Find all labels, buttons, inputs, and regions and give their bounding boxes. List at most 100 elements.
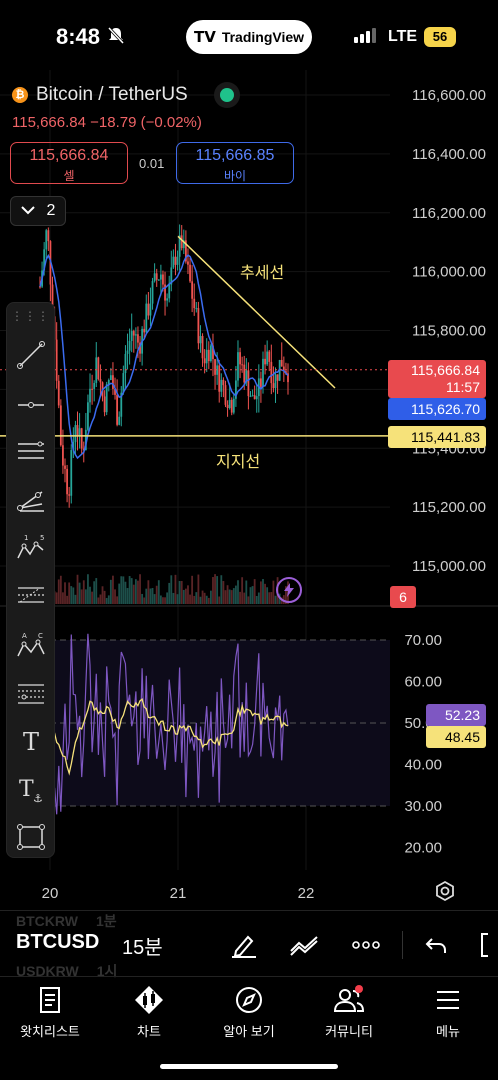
horizontal-line-tool[interactable] <box>11 385 51 425</box>
more-options-icon[interactable] <box>350 929 382 961</box>
tab-explore[interactable]: 알아 보기 <box>199 985 299 1040</box>
symbol-header[interactable]: ₿ Bitcoin / TetherUS 115,666.84 −18.79 (… <box>12 84 234 131</box>
candle-body <box>134 334 137 336</box>
anchored-text-tool[interactable]: T ⚓ <box>11 769 51 809</box>
indicator-collapse-button[interactable]: 2 <box>10 196 66 226</box>
candle-body <box>266 351 269 365</box>
candle-body <box>147 303 150 316</box>
volume-bar <box>205 595 208 604</box>
undo-icon[interactable] <box>420 929 452 961</box>
ghost-symbol-2-tf: 1시 <box>96 963 118 979</box>
volume-bar <box>55 592 58 604</box>
candle-body <box>51 284 54 317</box>
tradingview-pill[interactable]: 𝗧𝗩 TradingView <box>186 20 312 54</box>
bell-muted-icon <box>107 26 125 50</box>
candle-body <box>174 256 177 265</box>
candle-body <box>260 378 262 387</box>
network-type: LTE <box>388 28 418 45</box>
candle-body <box>59 405 62 446</box>
volume-bar <box>68 582 71 604</box>
candle-body <box>109 375 112 381</box>
volume-bar <box>126 588 129 604</box>
clock: 8:48 <box>56 24 101 49</box>
candle-body <box>193 298 196 309</box>
ghost-symbol-2: USDKRW 1시 <box>16 961 117 981</box>
symbol-selector[interactable]: BTCUSD <box>16 931 100 953</box>
candle-body <box>166 298 169 301</box>
candle-body <box>199 336 202 344</box>
volume-bar <box>64 582 66 604</box>
fib-extension-tool[interactable] <box>11 673 51 713</box>
candle-body <box>78 428 81 436</box>
sell-button[interactable]: 115,666.84 셀 <box>10 142 128 184</box>
volume-bar <box>157 580 160 604</box>
candle-body <box>216 365 219 375</box>
anchored-text-icon: T ⚓ <box>19 777 43 804</box>
drag-handle-icon[interactable]: ⋮⋮⋮ <box>11 309 50 323</box>
volume-bar <box>239 591 241 604</box>
svg-text:C: C <box>38 632 43 640</box>
indicators-icon[interactable] <box>288 929 320 961</box>
pitchfork-tool[interactable] <box>11 479 51 519</box>
volume-bar <box>260 581 262 604</box>
volume-bar <box>184 588 187 604</box>
support-axis-label: 115,441.83 <box>388 426 486 448</box>
candle-body <box>282 366 285 372</box>
parallel-channel-tool[interactable] <box>11 431 51 471</box>
candle-body <box>157 279 160 281</box>
volume-bar <box>132 584 135 604</box>
volume-bar <box>107 595 110 604</box>
volume-bar <box>97 597 100 604</box>
candle-body <box>139 342 141 354</box>
candle-body <box>164 284 166 301</box>
candle-body <box>207 349 210 362</box>
text-tool[interactable]: T <box>11 721 51 761</box>
spread-value: 0.01 <box>139 156 165 171</box>
tab-menu[interactable]: 메뉴 <box>398 985 498 1040</box>
tab-watchlist[interactable]: 왓치리스트 <box>0 985 100 1040</box>
volume-bar <box>116 596 119 604</box>
candle-body <box>97 357 100 380</box>
tab-chart[interactable]: 차트 <box>99 985 199 1040</box>
candle-body <box>251 395 254 397</box>
timeframe-selector[interactable]: 15분 <box>122 937 163 959</box>
chart-settings-icon[interactable] <box>434 880 456 902</box>
candle-series <box>39 224 289 604</box>
candle-body <box>47 230 50 242</box>
candle-body <box>114 388 116 395</box>
candle-body <box>220 379 223 392</box>
rectangle-tool[interactable] <box>11 817 51 857</box>
volume-bar <box>70 586 73 604</box>
trend-line-tool[interactable] <box>11 335 51 375</box>
candle-body <box>262 358 264 387</box>
candle-body <box>228 399 231 409</box>
fib-retracement-icon <box>18 587 44 603</box>
candle-countdown: 11:57 <box>446 379 480 395</box>
volume-bar <box>255 595 258 604</box>
candle-body <box>191 281 194 299</box>
candle-body <box>280 360 283 367</box>
candle-body <box>70 450 73 496</box>
candle-body <box>218 365 221 392</box>
volume-bar <box>72 587 75 604</box>
candle-body <box>209 345 212 362</box>
buy-button[interactable]: 115,666.85 바이 <box>176 142 294 184</box>
fullscreen-icon[interactable] <box>478 929 498 961</box>
volume-bar <box>245 580 248 604</box>
tab-chart-label: 차트 <box>137 1024 161 1039</box>
volume-bar <box>193 595 196 604</box>
tab-community[interactable]: 커뮤니티 <box>299 985 399 1040</box>
price-change-line: 115,666.84 −18.79 (−0.02%) <box>12 114 234 131</box>
lightning-icon[interactable] <box>276 577 302 603</box>
rsi-value-label: 52.23 <box>426 704 486 726</box>
volume-bar <box>59 575 62 604</box>
drawing-pen-icon[interactable] <box>228 929 260 961</box>
candle-body <box>153 273 156 282</box>
candle-body <box>255 396 258 400</box>
fib-retracement-tool[interactable] <box>11 575 51 615</box>
